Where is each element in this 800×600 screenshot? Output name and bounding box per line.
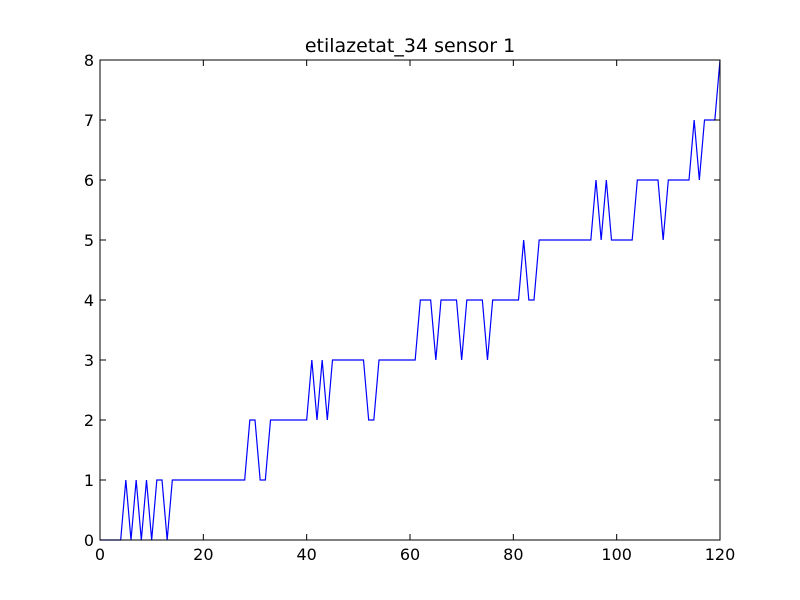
chart-title: etilazetat_34 sensor 1 [305,35,515,57]
x-tick-label: 60 [400,545,420,564]
y-tick-label: 5 [84,231,94,250]
y-tick-label: 8 [84,51,94,70]
x-tick-label: 20 [193,545,213,564]
y-tick-label: 4 [84,291,94,310]
x-tick-label: 40 [296,545,316,564]
series-line-0 [100,59,721,541]
x-tick-label: 120 [705,545,736,564]
y-tick-label: 3 [84,351,94,370]
y-tick-label: 2 [84,411,94,430]
x-tick-label: 80 [503,545,523,564]
x-tick-label: 0 [95,545,105,564]
y-tick-label: 7 [84,111,94,130]
y-tick-label: 6 [84,171,94,190]
y-tick-label: 0 [84,531,94,550]
plot-area: 0 20 40 60 80 100 120 0 1 2 3 4 5 6 7 8 [84,51,735,564]
y-tick-label: 1 [84,471,94,490]
x-tick-label: 100 [601,545,632,564]
